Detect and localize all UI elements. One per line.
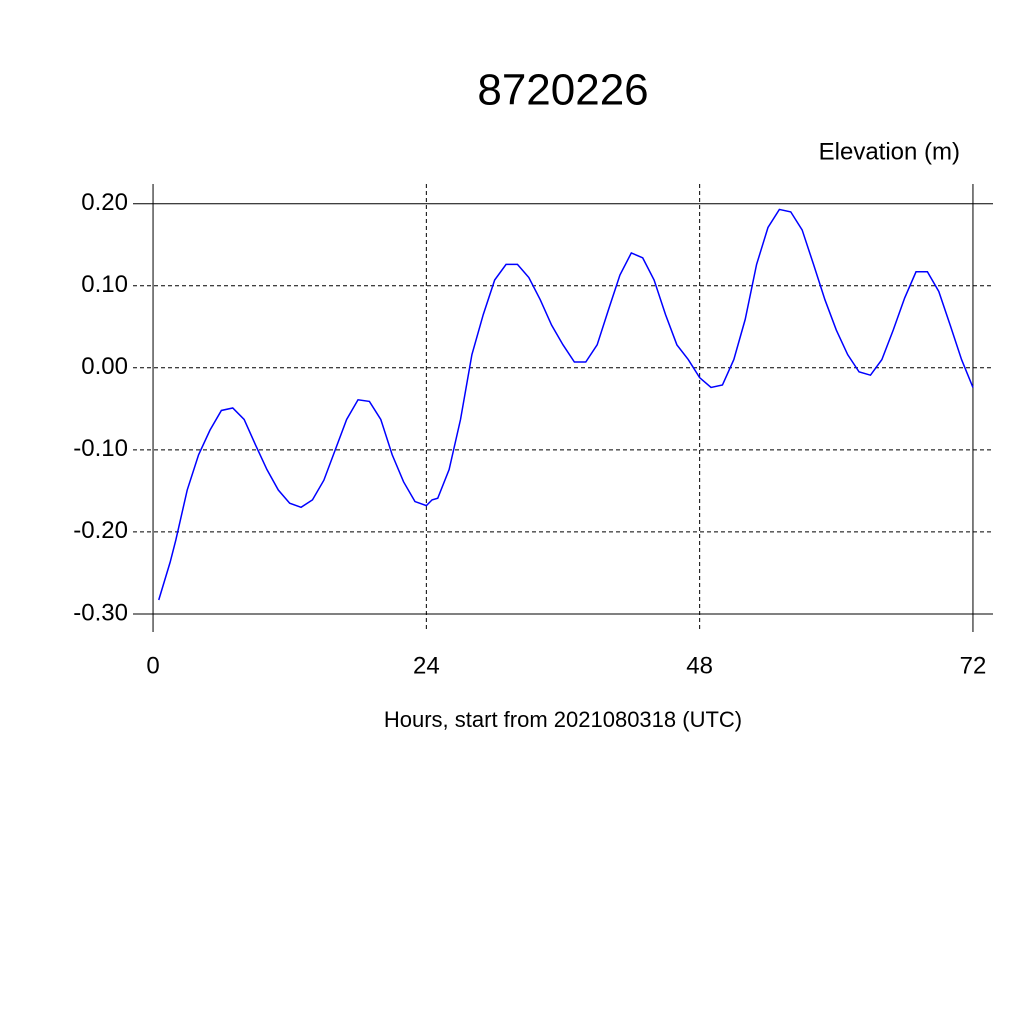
y-tick-label: 0.20 <box>81 189 128 216</box>
y-axis-unit: Elevation (m) <box>819 138 960 165</box>
y-tick-label: -0.20 <box>73 517 128 544</box>
y-tick-label: 0.00 <box>81 353 128 380</box>
x-tick-label: 48 <box>686 652 713 679</box>
y-tick-label: -0.30 <box>73 599 128 626</box>
x-tick-label: 72 <box>960 652 987 679</box>
x-tick-label: 0 <box>146 652 159 679</box>
y-tick-label: 0.10 <box>81 271 128 298</box>
chart-title: 8720226 <box>477 66 648 115</box>
x-tick-label: 24 <box>413 652 440 679</box>
y-tick-label: -0.10 <box>73 435 128 462</box>
data-line <box>158 208 974 601</box>
x-axis-label: Hours, start from 2021080318 (UTC) <box>384 707 742 732</box>
